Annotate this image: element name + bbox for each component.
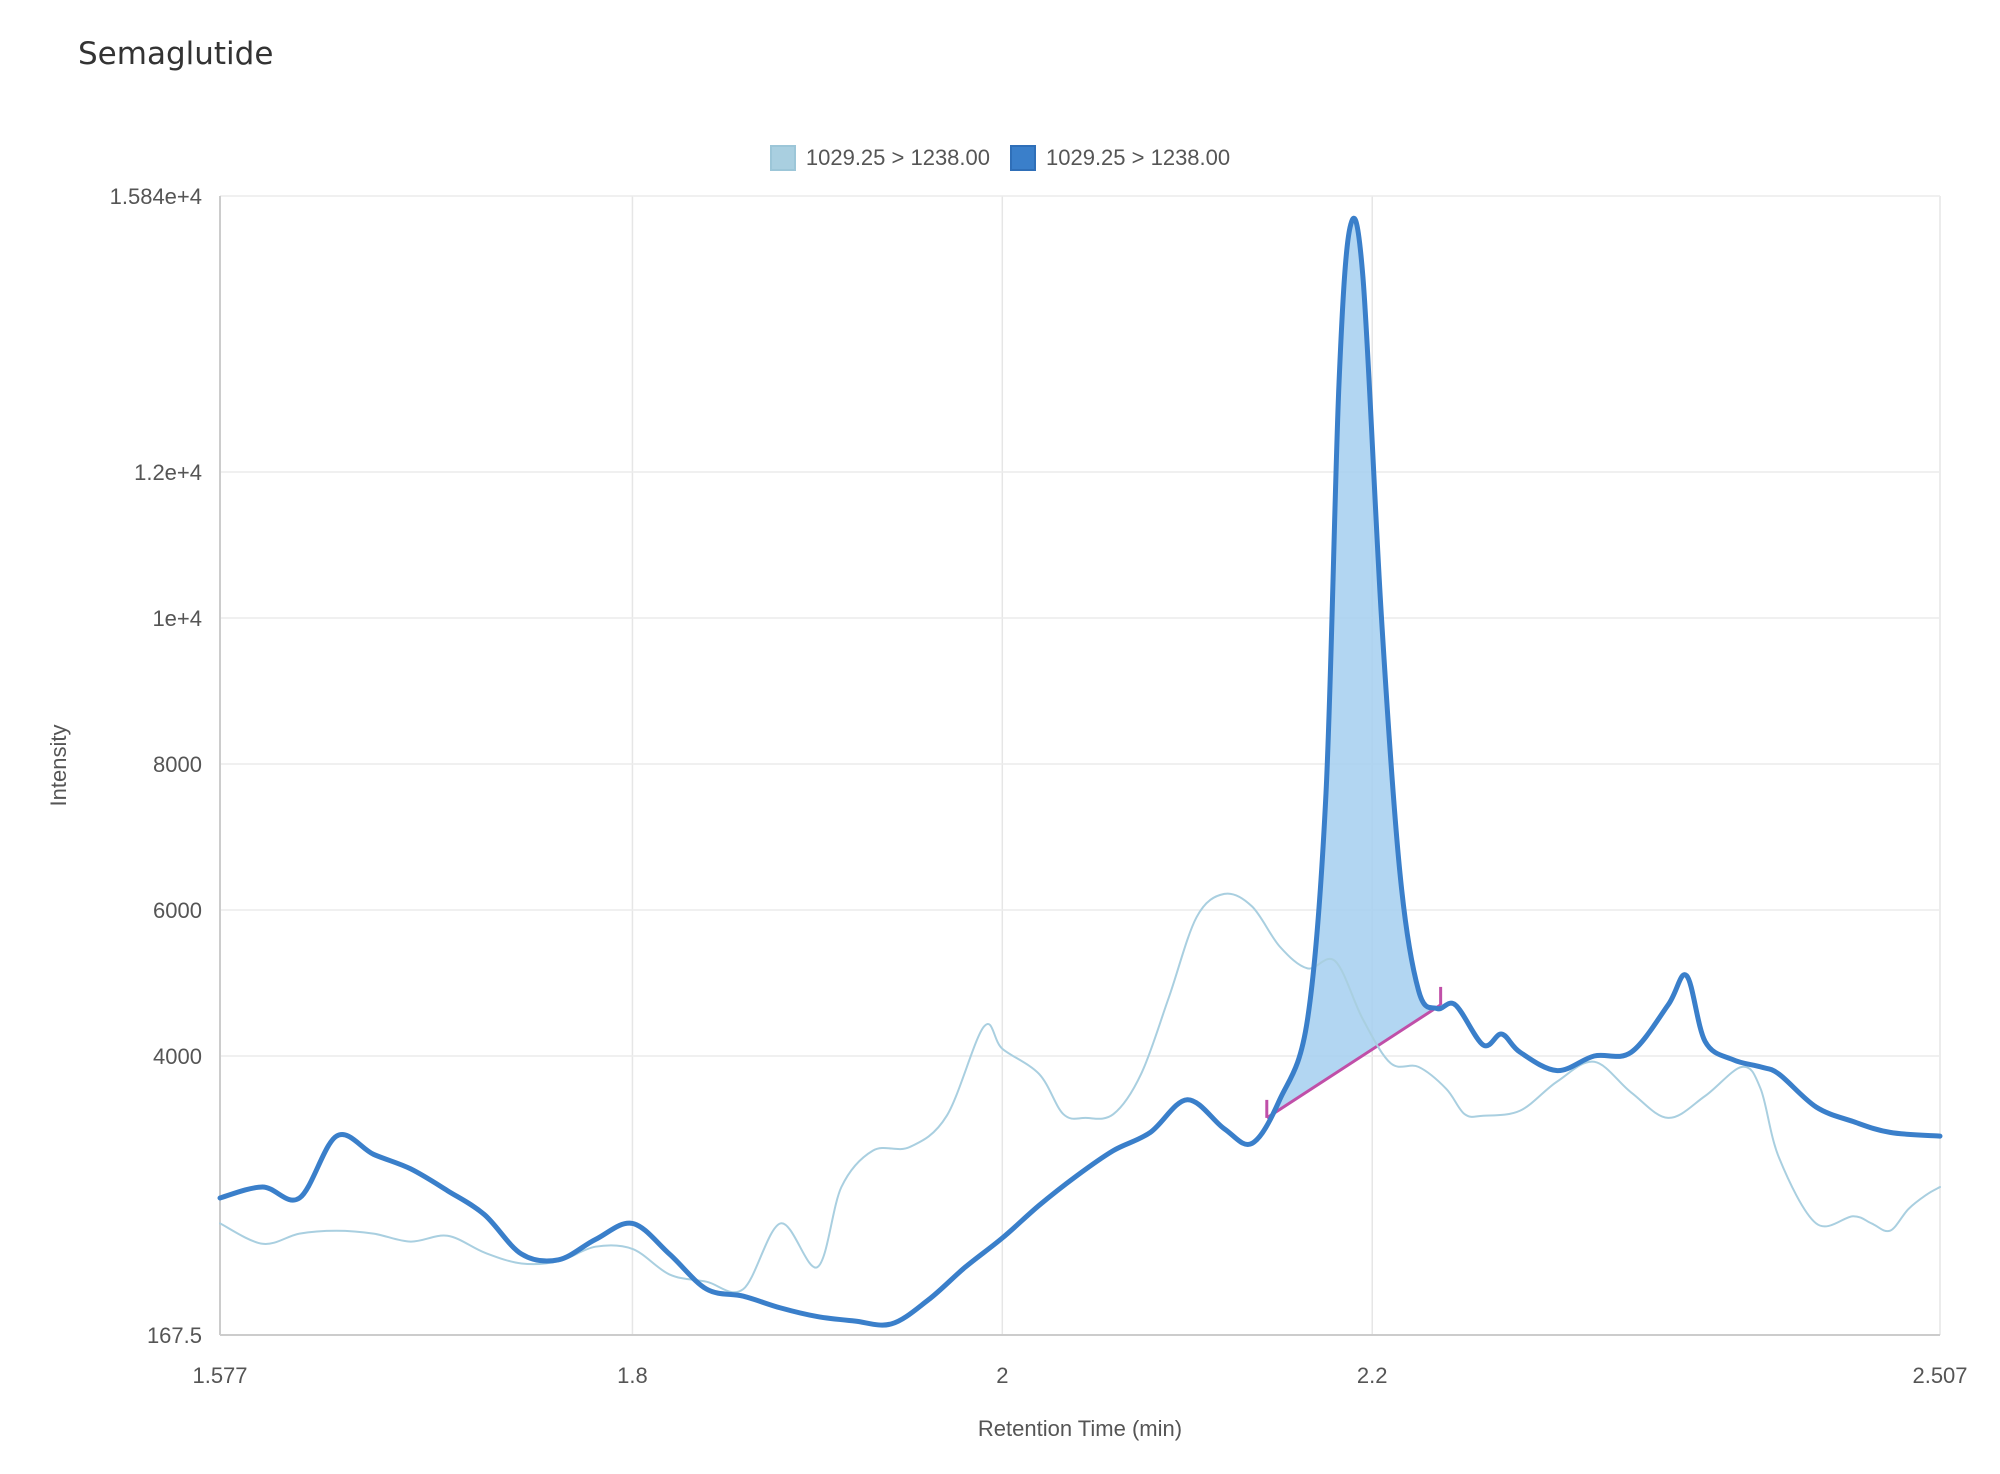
series-lines bbox=[217, 215, 1943, 1328]
chart-legend: 1029.25 > 1238.00 1029.25 > 1238.00 bbox=[0, 145, 2000, 171]
legend-item-dark[interactable]: 1029.25 > 1238.00 bbox=[1010, 145, 1230, 171]
legend-label-light: 1029.25 > 1238.00 bbox=[805, 145, 990, 170]
y-tick-label: 1e+4 bbox=[152, 606, 202, 631]
peak-baseline bbox=[1265, 1003, 1442, 1120]
y-axis-title: Intensity bbox=[46, 725, 71, 807]
grid bbox=[219, 195, 1941, 1336]
y-tick-label: 6000 bbox=[153, 898, 202, 923]
legend-item-light[interactable]: 1029.25 > 1238.00 bbox=[769, 145, 990, 171]
series-line-light bbox=[219, 892, 1941, 1294]
y-tick-label: 4000 bbox=[153, 1044, 202, 1069]
page-title: Semaglutide bbox=[78, 36, 274, 72]
tick-labels: 1.577 1.8 2 2.2 2.507 167.5 4000 6000 8000 1e+4 1.… bbox=[110, 184, 1968, 1388]
x-tick-label: 1.8 bbox=[617, 1363, 648, 1388]
axes bbox=[219, 196, 1940, 1336]
x-axis-title: Retention Time (min) bbox=[978, 1416, 1182, 1441]
integrated-peak bbox=[1265, 218, 1443, 1120]
y-tick-label: 8000 bbox=[153, 752, 202, 777]
peak-area-fill bbox=[1266, 218, 1441, 1118]
y-tick-label: 1.2e+4 bbox=[134, 460, 202, 485]
x-tick-label: 2 bbox=[996, 1363, 1008, 1388]
x-tick-label: 1.577 bbox=[192, 1363, 247, 1388]
y-tick-label: 1.584e+4 bbox=[110, 184, 202, 209]
legend-swatch-dark bbox=[1010, 145, 1036, 171]
x-tick-label: 2.2 bbox=[1357, 1363, 1388, 1388]
legend-swatch-light bbox=[769, 145, 796, 171]
legend-label-dark: 1029.25 > 1238.00 bbox=[1046, 145, 1231, 170]
x-tick-label: 2.507 bbox=[1912, 1363, 1967, 1388]
series-line-dark bbox=[217, 215, 1943, 1328]
y-tick-label: 167.5 bbox=[147, 1323, 202, 1348]
